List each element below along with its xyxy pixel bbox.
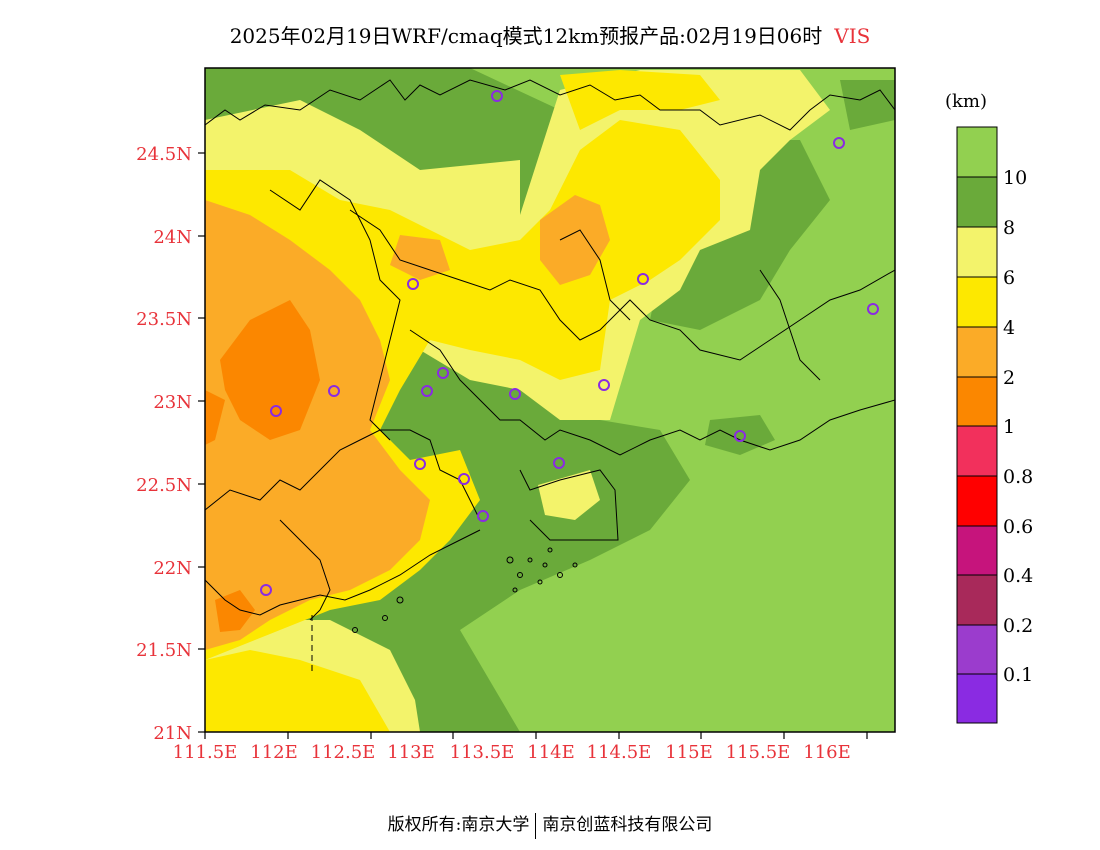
zone-2-4-km-north <box>540 195 610 285</box>
lat-label: 22.5N <box>136 475 192 496</box>
colorbar: (km) 10 8 6 4 2 1 0.8 0.6 0.4 0.2 0.1 <box>945 91 1033 724</box>
colorbar-label: 2 <box>1003 367 1015 389</box>
colorbar-label: 0.2 <box>1003 615 1033 637</box>
visibility-map <box>205 68 895 732</box>
colorbar-swatch <box>957 674 997 723</box>
colorbar-swatch <box>957 526 997 575</box>
colorbar-swatch <box>957 476 997 526</box>
colorbar-label: 1 <box>1003 416 1015 438</box>
lat-label: 21.5N <box>136 640 192 661</box>
colorbar-swatch <box>957 625 997 674</box>
colorbar-label: 6 <box>1003 267 1015 289</box>
zone-8-10-km-ne <box>650 140 830 330</box>
station-marker <box>867 303 879 315</box>
station-marker <box>421 385 433 397</box>
zone-1-2-km-west <box>205 390 225 445</box>
lon-label: 113E <box>387 742 435 763</box>
colorbar-swatch <box>957 227 997 277</box>
colorbar-swatch <box>957 575 997 625</box>
station-marker <box>328 385 340 397</box>
station-marker <box>270 405 282 417</box>
colorbar-swatch <box>957 377 997 426</box>
station-marker <box>637 273 649 285</box>
admin-boundaries <box>205 79 895 675</box>
axis-ticks <box>198 152 868 739</box>
title-main: 2025年02月19日WRF/cmaq模式12km预报产品:02月19日06时 <box>229 24 823 48</box>
colorbar-swatch <box>957 327 997 377</box>
station-marker <box>407 278 419 290</box>
lon-label: 116E <box>803 742 851 763</box>
lon-label: 113.5E <box>450 742 515 763</box>
station-markers <box>260 90 879 596</box>
zone-8-10-km-se <box>705 415 775 455</box>
lon-label: 111.5E <box>173 742 238 763</box>
lat-label: 22N <box>153 558 192 579</box>
station-marker <box>553 457 565 469</box>
lat-label: 21N <box>153 723 192 744</box>
station-marker <box>477 510 489 522</box>
lon-label: 114.5E <box>587 742 652 763</box>
longitude-labels: 111.5E 112E 112.5E 113E 113.5E 114E 114.… <box>173 742 851 763</box>
lon-label: 115.5E <box>726 742 791 763</box>
colorbar-frame <box>956 126 998 724</box>
zone-2-4-km-center <box>390 235 450 280</box>
lat-label: 24N <box>153 227 192 248</box>
colorbar-swatch <box>957 127 997 177</box>
copyright-left: 版权所有:南京大学 <box>387 815 530 835</box>
station-marker <box>598 379 610 391</box>
colorbar-label: 4 <box>1003 317 1015 339</box>
lon-label: 115E <box>665 742 713 763</box>
copyright-right: 南京创蓝科技有限公司 <box>542 815 713 835</box>
colorbar-label: 0.6 <box>1003 516 1033 538</box>
lat-label: 24.5N <box>136 144 192 165</box>
station-marker <box>833 137 845 149</box>
station-marker <box>458 473 470 485</box>
colorbar-label: 8 <box>1003 217 1015 239</box>
station-marker <box>414 458 426 470</box>
colorbar-label: 0.1 <box>1003 664 1033 686</box>
title-variable: VIS <box>834 24 871 48</box>
map-frame <box>204 67 896 733</box>
colorbar-swatch <box>957 177 997 227</box>
lon-label: 112E <box>250 742 298 763</box>
colorbar-label: 0.8 <box>1003 466 1033 488</box>
zone-4-6-km-north <box>560 70 720 130</box>
station-marker <box>260 584 272 596</box>
lon-label: 114E <box>527 742 575 763</box>
islands <box>352 547 578 633</box>
latitude-labels: 24.5N 24N 23.5N 23N 22.5N 22N 21.5N 21N <box>136 144 192 744</box>
colorbar-swatch <box>957 426 997 476</box>
zone-1-2-km <box>220 300 320 440</box>
footer-separator <box>535 812 537 839</box>
chart-title: 2025年02月19日WRF/cmaq模式12km预报产品:02月19日06时 V… <box>0 20 1100 49</box>
zone-2-4-km <box>205 200 430 650</box>
lon-label: 112.5E <box>311 742 376 763</box>
colorbar-label: 10 <box>1003 167 1027 189</box>
colorbar-swatch <box>957 277 997 327</box>
station-marker <box>734 430 746 442</box>
lat-label: 23N <box>153 392 192 413</box>
colorbar-unit: (km) <box>945 91 987 112</box>
station-marker <box>437 367 449 379</box>
colorbar-label: 0.4 <box>1003 565 1033 587</box>
station-marker <box>491 90 503 102</box>
copyright-footer: 版权所有:南京大学 南京创蓝科技有限公司 <box>0 810 1100 839</box>
lat-label: 23.5N <box>136 309 192 330</box>
zone-4-6-km-south <box>205 650 390 732</box>
station-marker <box>509 388 521 400</box>
